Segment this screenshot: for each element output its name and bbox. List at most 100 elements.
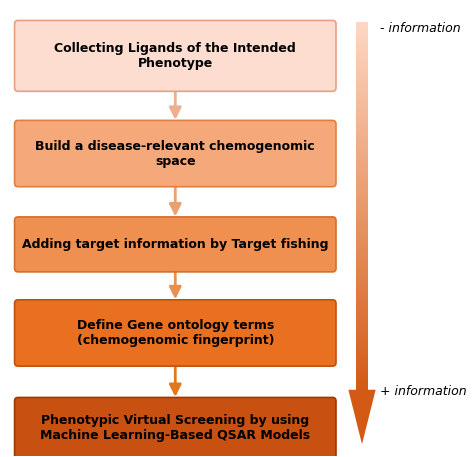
Bar bbox=[356, 365, 368, 368]
Bar bbox=[356, 58, 368, 62]
Bar bbox=[356, 40, 368, 43]
Bar bbox=[356, 172, 368, 175]
Bar bbox=[356, 310, 368, 313]
Bar bbox=[356, 117, 368, 120]
FancyBboxPatch shape bbox=[15, 300, 336, 366]
Bar bbox=[356, 313, 368, 316]
Bar bbox=[356, 34, 368, 37]
Bar bbox=[356, 203, 368, 206]
Bar bbox=[356, 329, 368, 331]
Bar bbox=[356, 163, 368, 166]
Bar bbox=[356, 261, 368, 264]
Bar bbox=[356, 22, 368, 25]
Bar bbox=[356, 246, 368, 249]
Bar bbox=[356, 316, 368, 319]
Bar bbox=[356, 304, 368, 307]
Bar bbox=[356, 292, 368, 295]
Bar bbox=[356, 374, 368, 377]
Bar bbox=[356, 120, 368, 123]
Bar bbox=[356, 141, 368, 144]
Bar bbox=[356, 252, 368, 255]
Bar bbox=[356, 28, 368, 31]
FancyBboxPatch shape bbox=[15, 217, 336, 272]
Bar bbox=[356, 249, 368, 252]
Bar bbox=[356, 377, 368, 381]
Bar bbox=[356, 181, 368, 184]
Bar bbox=[356, 157, 368, 160]
Bar bbox=[356, 148, 368, 151]
Bar bbox=[356, 282, 368, 286]
Bar bbox=[356, 335, 368, 338]
Bar bbox=[356, 279, 368, 282]
Bar bbox=[356, 71, 368, 74]
Polygon shape bbox=[348, 390, 376, 444]
Bar bbox=[356, 234, 368, 236]
Bar bbox=[356, 89, 368, 92]
Bar bbox=[356, 243, 368, 246]
Bar bbox=[356, 325, 368, 329]
Bar bbox=[356, 239, 368, 243]
Bar bbox=[356, 151, 368, 154]
Bar bbox=[356, 111, 368, 114]
Bar bbox=[356, 381, 368, 383]
Bar bbox=[356, 209, 368, 212]
Bar bbox=[356, 227, 368, 230]
Text: Define Gene ontology terms
(chemogenomic fingerprint): Define Gene ontology terms (chemogenomic… bbox=[76, 319, 274, 347]
Bar bbox=[356, 359, 368, 362]
Text: + information: + information bbox=[380, 385, 466, 398]
Bar bbox=[356, 187, 368, 191]
Bar bbox=[356, 356, 368, 359]
Bar bbox=[356, 92, 368, 96]
Bar bbox=[356, 108, 368, 111]
Bar bbox=[356, 74, 368, 77]
Bar bbox=[356, 298, 368, 301]
Text: Collecting Ligands of the Intended
Phenotype: Collecting Ligands of the Intended Pheno… bbox=[55, 42, 296, 70]
Bar bbox=[356, 338, 368, 340]
Bar bbox=[356, 368, 368, 372]
Bar bbox=[356, 132, 368, 135]
Bar bbox=[356, 295, 368, 298]
Bar bbox=[356, 53, 368, 56]
Bar bbox=[356, 178, 368, 181]
Bar bbox=[356, 319, 368, 322]
Bar bbox=[356, 68, 368, 71]
Bar bbox=[356, 288, 368, 292]
Bar bbox=[356, 255, 368, 258]
Bar bbox=[356, 135, 368, 138]
Bar bbox=[356, 46, 368, 49]
Bar bbox=[356, 215, 368, 218]
FancyBboxPatch shape bbox=[15, 120, 336, 187]
Bar bbox=[356, 31, 368, 34]
Bar bbox=[356, 267, 368, 270]
Bar bbox=[356, 344, 368, 347]
Bar bbox=[356, 129, 368, 132]
Bar bbox=[356, 56, 368, 58]
Text: Build a disease-relevant chemogenomic
space: Build a disease-relevant chemogenomic sp… bbox=[36, 139, 315, 168]
Bar bbox=[356, 65, 368, 68]
Bar bbox=[356, 49, 368, 53]
Bar bbox=[356, 160, 368, 163]
Bar bbox=[356, 166, 368, 169]
Bar bbox=[356, 347, 368, 350]
Bar bbox=[356, 322, 368, 325]
Bar bbox=[356, 350, 368, 353]
Bar bbox=[356, 154, 368, 157]
Bar bbox=[356, 353, 368, 356]
Bar bbox=[356, 193, 368, 197]
FancyBboxPatch shape bbox=[15, 398, 336, 457]
Bar bbox=[356, 331, 368, 335]
Bar bbox=[356, 126, 368, 129]
Bar bbox=[356, 264, 368, 267]
Bar bbox=[356, 83, 368, 86]
Bar bbox=[356, 236, 368, 239]
Bar bbox=[356, 340, 368, 344]
Bar bbox=[356, 301, 368, 304]
Bar bbox=[356, 218, 368, 221]
Bar bbox=[356, 383, 368, 387]
Bar bbox=[356, 77, 368, 80]
Bar bbox=[356, 96, 368, 98]
Bar bbox=[356, 80, 368, 83]
Bar bbox=[356, 200, 368, 203]
Bar bbox=[356, 25, 368, 28]
Bar bbox=[356, 175, 368, 178]
